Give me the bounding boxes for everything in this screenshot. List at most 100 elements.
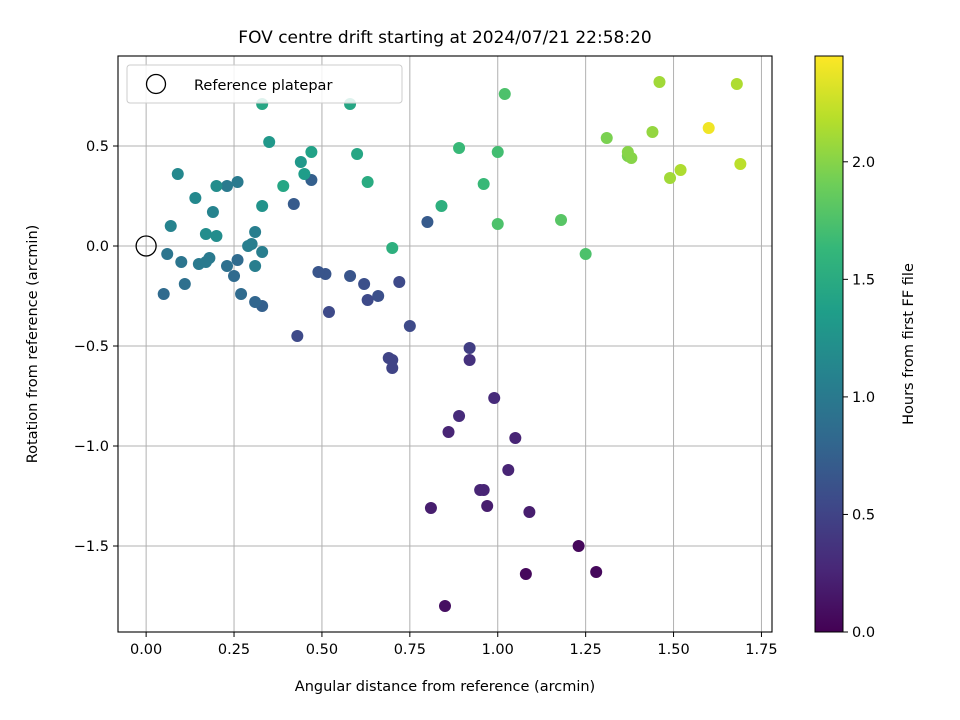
colorbar-tick-label: 0.0 bbox=[852, 625, 875, 641]
data-point bbox=[171, 168, 184, 180]
x-axis-ticks: 0.00 0.25 0.50 0.75 1.00 1.25 1.50 1.75 bbox=[130, 632, 778, 658]
data-point bbox=[646, 126, 659, 138]
x-tick-label: 0.25 bbox=[218, 642, 250, 658]
data-point bbox=[189, 192, 202, 204]
colorbar-ticks: 0.0 0.5 1.0 1.5 2.0 bbox=[843, 155, 875, 641]
x-axis-label: Angular distance from reference (arcmin) bbox=[295, 679, 595, 695]
data-point bbox=[210, 230, 223, 242]
y-tick-label: 0.0 bbox=[86, 239, 109, 255]
legend-marker-reference bbox=[145, 73, 167, 95]
data-point bbox=[161, 248, 174, 260]
y-axis-ticks: 0.5 0.0 −0.5 −1.0 −1.5 bbox=[74, 139, 118, 555]
x-tick-label: 1.00 bbox=[482, 642, 514, 658]
data-point bbox=[287, 198, 300, 210]
data-point bbox=[206, 206, 219, 218]
data-point bbox=[249, 260, 262, 272]
x-tick-label: 1.50 bbox=[657, 642, 689, 658]
data-point bbox=[294, 156, 307, 168]
colorbar: 0.0 0.5 1.0 1.5 2.0 Hours from first FF file bbox=[814, 55, 917, 641]
data-point bbox=[277, 180, 290, 192]
colorbar-label: Hours from first FF file bbox=[901, 263, 917, 425]
data-point bbox=[442, 426, 455, 438]
data-point bbox=[221, 180, 233, 192]
data-point bbox=[235, 288, 248, 300]
data-point bbox=[178, 278, 191, 290]
data-point bbox=[730, 78, 743, 90]
data-point bbox=[579, 248, 592, 260]
x-tick-label: 0.50 bbox=[306, 642, 338, 658]
scatter-points bbox=[135, 76, 747, 612]
data-point bbox=[502, 464, 515, 476]
y-tick-label: −0.5 bbox=[74, 339, 109, 355]
x-tick-label: 1.75 bbox=[745, 642, 777, 658]
data-point bbox=[702, 122, 715, 134]
data-point bbox=[555, 214, 568, 226]
data-point bbox=[175, 256, 188, 268]
data-point bbox=[653, 76, 666, 88]
data-point bbox=[249, 296, 262, 308]
data-point bbox=[203, 252, 216, 264]
data-point bbox=[435, 200, 448, 212]
data-point bbox=[358, 278, 371, 290]
data-point bbox=[491, 218, 504, 230]
colorbar-tick-label: 2.0 bbox=[852, 155, 875, 171]
data-point bbox=[210, 180, 223, 192]
legend-label: Reference platepar bbox=[194, 78, 332, 94]
data-point bbox=[600, 132, 613, 144]
data-point bbox=[674, 164, 687, 176]
plot-frame bbox=[117, 55, 773, 633]
data-point bbox=[590, 566, 603, 578]
data-point bbox=[322, 306, 335, 318]
y-tick-label: −1.5 bbox=[74, 539, 109, 555]
grid-lines bbox=[118, 56, 772, 632]
data-point bbox=[386, 242, 399, 254]
data-point bbox=[386, 362, 399, 374]
data-point bbox=[199, 228, 212, 240]
data-point bbox=[256, 200, 269, 212]
data-point bbox=[245, 238, 258, 250]
data-point bbox=[298, 168, 311, 180]
data-point bbox=[463, 354, 476, 366]
data-point bbox=[439, 600, 451, 612]
y-tick-label: 0.5 bbox=[86, 139, 109, 155]
x-tick-label: 0.75 bbox=[394, 642, 426, 658]
chart-title: FOV centre drift starting at 2024/07/21 … bbox=[238, 28, 651, 48]
data-point bbox=[403, 320, 416, 332]
data-point bbox=[228, 270, 241, 282]
data-point bbox=[453, 142, 466, 154]
data-point bbox=[488, 392, 501, 404]
legend-box: Reference platepar bbox=[126, 64, 403, 104]
data-point bbox=[372, 290, 385, 302]
data-point bbox=[351, 148, 364, 160]
data-point bbox=[312, 266, 325, 278]
data-point bbox=[344, 270, 357, 282]
legend-frame bbox=[126, 64, 403, 104]
x-tick-label: 1.25 bbox=[569, 642, 601, 658]
data-point bbox=[249, 226, 262, 238]
data-point bbox=[157, 288, 170, 300]
data-point bbox=[231, 254, 244, 266]
data-point bbox=[361, 176, 374, 188]
data-point bbox=[572, 540, 585, 552]
x-tick-label: 0.00 bbox=[130, 642, 162, 658]
data-point bbox=[481, 500, 494, 512]
data-point bbox=[523, 506, 536, 518]
data-point bbox=[625, 152, 638, 164]
y-axis-label: Rotation from reference (arcmin) bbox=[25, 225, 41, 464]
data-point bbox=[509, 432, 522, 444]
data-point bbox=[421, 216, 434, 228]
data-point bbox=[491, 146, 504, 158]
colorbar-gradient bbox=[814, 55, 844, 633]
colorbar-tick-label: 0.5 bbox=[852, 507, 875, 523]
data-point bbox=[498, 88, 511, 100]
data-point bbox=[463, 342, 476, 354]
data-point bbox=[519, 568, 532, 580]
colorbar-tick-label: 1.0 bbox=[852, 390, 875, 406]
data-point bbox=[291, 330, 304, 342]
data-point bbox=[734, 158, 747, 170]
y-tick-label: −1.0 bbox=[74, 439, 109, 455]
data-point bbox=[477, 178, 490, 190]
data-point bbox=[361, 294, 374, 306]
data-point bbox=[231, 176, 244, 188]
